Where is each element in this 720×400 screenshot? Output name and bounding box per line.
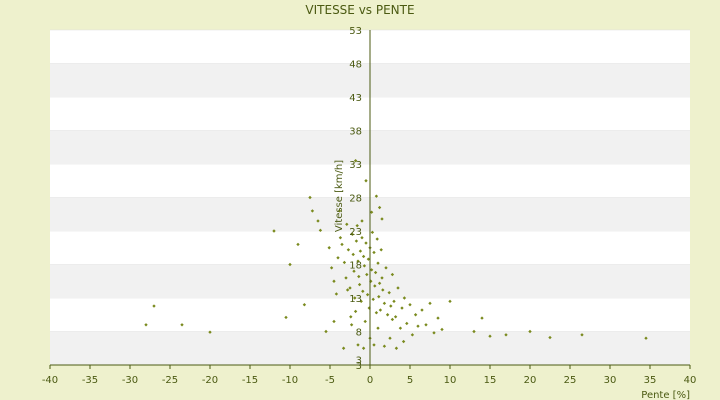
data-point (361, 254, 366, 259)
x-tick-label: -10 (282, 375, 298, 386)
data-point (345, 222, 349, 226)
x-tick-label: -25 (162, 375, 178, 386)
x-tick-label: 15 (484, 375, 497, 386)
y-tick-label: 13 (349, 294, 362, 305)
x-tick-label: 5 (407, 375, 413, 386)
x-tick-label: -35 (82, 375, 98, 386)
data-point (318, 228, 323, 233)
data-point (208, 330, 212, 334)
data-point (354, 239, 359, 243)
data-point (338, 236, 343, 240)
x-axis-label: Pente [%] (641, 390, 690, 400)
data-point (528, 329, 532, 334)
data-point (358, 249, 363, 253)
data-point (350, 232, 355, 237)
x-tick-label: 25 (564, 375, 577, 386)
y-tick-label: 53 (349, 26, 362, 37)
y-tick-label: 48 (349, 60, 362, 71)
x-tick-label: 35 (644, 375, 657, 386)
data-point (180, 323, 184, 327)
x-tick-label: -40 (42, 375, 58, 386)
x-tick-label: -5 (325, 375, 335, 386)
data-point (374, 194, 379, 198)
y-tick-label: 43 (349, 93, 362, 104)
data-point (346, 248, 351, 252)
x-tick-label: -30 (122, 375, 138, 386)
y-tick-label: 18 (349, 261, 362, 272)
y-tick-label: 3 (356, 361, 362, 372)
x-tick-label: -20 (202, 375, 218, 386)
chart-title: VITESSE vs PENTE (305, 3, 414, 17)
x-tick-label: 30 (604, 375, 617, 386)
y-tick-label: 8 (356, 328, 362, 339)
x-tick-label: 40 (684, 375, 697, 386)
x-tick-label: 20 (524, 375, 537, 386)
data-point (548, 335, 552, 340)
data-point (370, 230, 375, 235)
y-tick-label: 23 (349, 227, 362, 238)
data-point (310, 209, 315, 213)
y-axis-label: Vitesse [km/h] (334, 160, 345, 232)
data-point (644, 336, 648, 340)
x-tick-label: 0 (367, 375, 373, 386)
data-point (580, 333, 584, 337)
data-point (152, 304, 156, 308)
y-tick-label: 38 (349, 127, 362, 138)
x-tick-labels: -40 -35 -30 -25 -20 -15 -10 -5 0 5 10 15 20 25 30 35 40 (42, 365, 697, 386)
y-tick-label: 33 (349, 160, 362, 171)
x-tick-label: 10 (444, 375, 457, 386)
x-tick-label: -15 (242, 375, 258, 386)
data-point (144, 323, 148, 327)
y-tick-label: 28 (349, 194, 362, 205)
y-tick-label: 3 (356, 356, 362, 367)
